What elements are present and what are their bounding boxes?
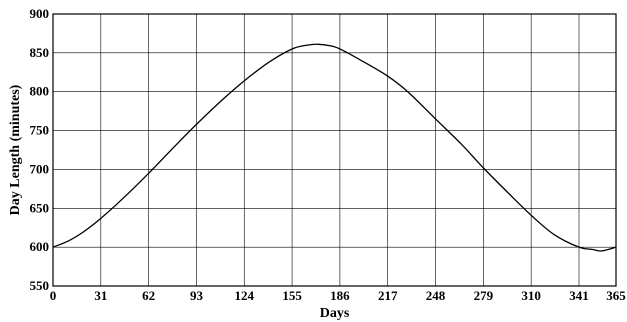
y-tick-label: 650 — [30, 200, 50, 215]
y-tick-label: 700 — [30, 161, 50, 176]
x-tick-label: 217 — [378, 288, 398, 303]
series-line — [52, 43, 617, 252]
x-tick-label: 0 — [50, 288, 57, 303]
x-tick-label: 310 — [521, 288, 541, 303]
plot-frame — [52, 13, 617, 287]
y-axis-label: Day Length (minutes) — [8, 84, 23, 215]
tick-labels: 0 31 62 93 124 155 186 217 248 279 310 341 365 550 600… — [30, 6, 627, 303]
x-tick-label: 365 — [606, 288, 626, 303]
x-tick-label: 248 — [426, 288, 446, 303]
x-tick-label: 93 — [190, 288, 204, 303]
y-tick-label: 600 — [30, 239, 50, 254]
x-tick-label: 279 — [474, 288, 494, 303]
y-tick-label: 850 — [30, 45, 50, 60]
x-tick-label: 31 — [94, 288, 107, 303]
y-tick-label: 750 — [30, 123, 50, 138]
y-tick-label: 900 — [30, 6, 50, 21]
grid — [53, 14, 616, 286]
x-axis-label: Days — [320, 306, 350, 321]
y-tick-label: 800 — [30, 84, 50, 99]
y-tick-label: 550 — [30, 278, 50, 293]
x-tick-label: 124 — [235, 288, 255, 303]
x-tick-label: 186 — [330, 288, 350, 303]
x-tick-label: 155 — [282, 288, 302, 303]
x-tick-label: 341 — [569, 288, 589, 303]
x-tick-label: 62 — [142, 288, 155, 303]
